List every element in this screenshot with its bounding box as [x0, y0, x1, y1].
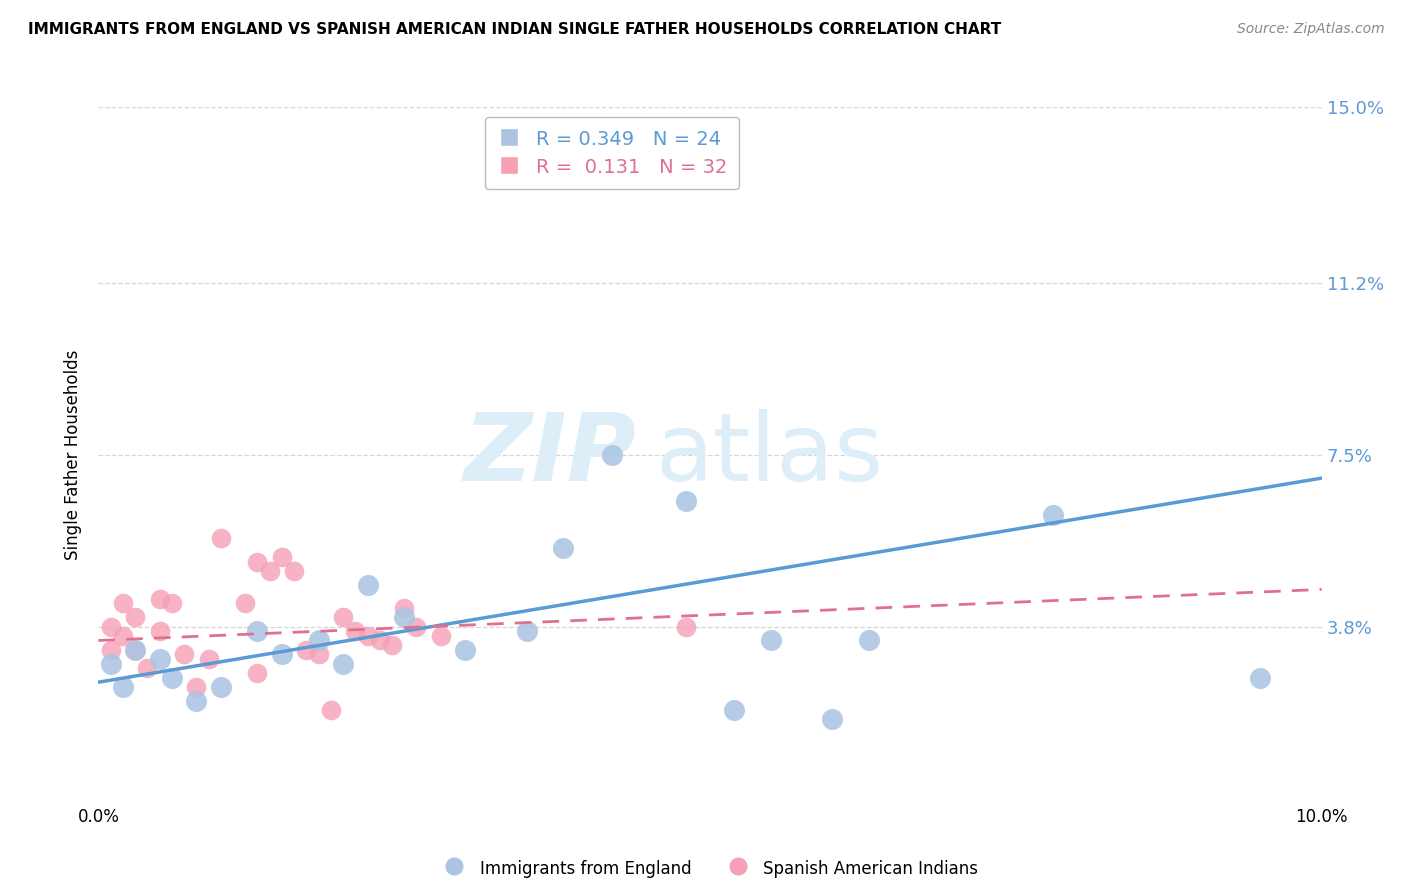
- Point: [160, 671, 183, 685]
- Point: [1042, 508, 1064, 523]
- Point: [319, 703, 342, 717]
- Point: [259, 564, 281, 578]
- Point: [209, 532, 232, 546]
- Point: [111, 680, 134, 694]
- Point: [356, 629, 378, 643]
- Point: [100, 619, 122, 633]
- Point: [246, 555, 269, 569]
- Point: [344, 624, 367, 639]
- Text: Source: ZipAtlas.com: Source: ZipAtlas.com: [1237, 22, 1385, 37]
- Point: [308, 648, 330, 662]
- Point: [246, 665, 269, 680]
- Point: [381, 638, 404, 652]
- Point: [368, 633, 391, 648]
- Point: [405, 619, 427, 633]
- Point: [392, 601, 416, 615]
- Point: [124, 610, 146, 624]
- Point: [124, 642, 146, 657]
- Point: [723, 703, 745, 717]
- Point: [111, 596, 134, 610]
- Point: [149, 624, 172, 639]
- Point: [332, 657, 354, 671]
- Point: [675, 494, 697, 508]
- Point: [1249, 671, 1271, 685]
- Point: [124, 642, 146, 657]
- Point: [160, 596, 183, 610]
- Point: [308, 633, 330, 648]
- Point: [356, 578, 378, 592]
- Point: [209, 680, 232, 694]
- Point: [270, 549, 292, 564]
- Point: [186, 680, 208, 694]
- Text: atlas: atlas: [655, 409, 883, 501]
- Legend: Immigrants from England, Spanish American Indians: Immigrants from England, Spanish America…: [434, 851, 986, 885]
- Point: [430, 629, 453, 643]
- Point: [173, 648, 195, 662]
- Point: [332, 610, 354, 624]
- Point: [858, 633, 880, 648]
- Point: [149, 652, 172, 666]
- Text: IMMIGRANTS FROM ENGLAND VS SPANISH AMERICAN INDIAN SINGLE FATHER HOUSEHOLDS CORR: IMMIGRANTS FROM ENGLAND VS SPANISH AMERI…: [28, 22, 1001, 37]
- Point: [233, 596, 256, 610]
- Point: [295, 642, 318, 657]
- Point: [197, 652, 219, 666]
- Point: [454, 642, 477, 657]
- Point: [675, 619, 697, 633]
- Y-axis label: Single Father Households: Single Father Households: [65, 350, 83, 560]
- Point: [759, 633, 782, 648]
- Point: [186, 694, 208, 708]
- Point: [516, 624, 538, 639]
- Point: [149, 591, 172, 606]
- Point: [283, 564, 305, 578]
- Point: [392, 610, 416, 624]
- Point: [100, 642, 122, 657]
- Point: [821, 712, 844, 726]
- Point: [246, 624, 269, 639]
- Point: [270, 648, 292, 662]
- Point: [553, 541, 575, 555]
- Point: [600, 448, 623, 462]
- Point: [111, 629, 134, 643]
- Point: [100, 657, 122, 671]
- Text: ZIP: ZIP: [464, 409, 637, 501]
- Point: [136, 661, 159, 675]
